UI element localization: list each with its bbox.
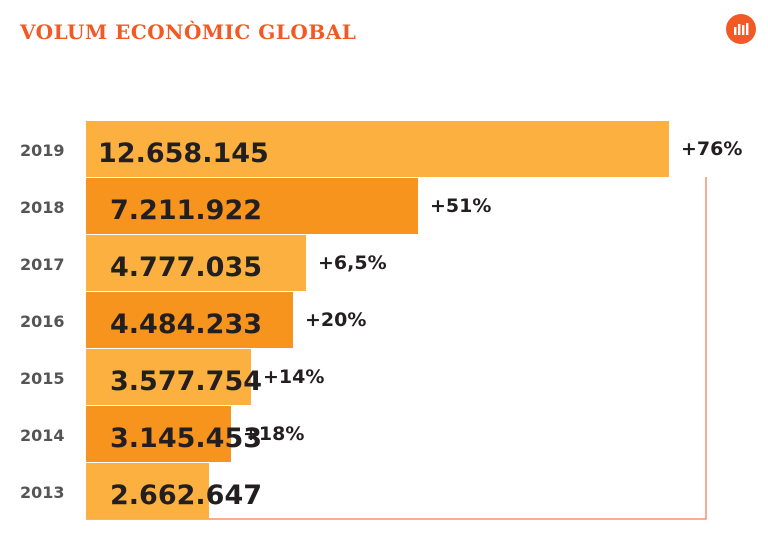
year-label: 2013: [20, 483, 65, 502]
chart-frame: [86, 177, 707, 520]
growth-label: +6,5%: [318, 252, 387, 274]
year-label: 2017: [20, 255, 65, 274]
year-label: 2018: [20, 198, 65, 217]
growth-label: +14%: [263, 366, 324, 388]
chart-title: VOLUM ECONÒMIC GLOBAL: [20, 20, 357, 44]
year-label: 2019: [20, 141, 65, 160]
bar-2015: [86, 349, 251, 405]
value-label: 3.145.453: [110, 423, 262, 454]
value-label: 2.662.647: [110, 480, 262, 511]
year-label: 2015: [20, 369, 65, 388]
growth-label: +18%: [243, 423, 304, 445]
growth-label: +51%: [430, 195, 491, 217]
growth-label: +20%: [305, 309, 366, 331]
value-label: 12.658.145: [98, 138, 269, 169]
value-label: 4.484.233: [110, 309, 262, 340]
growth-label: +76%: [681, 138, 742, 160]
bar-2017: [86, 235, 306, 291]
bar-2016: [86, 292, 293, 348]
value-label: 4.777.035: [110, 252, 262, 283]
value-label: 3.577.754: [110, 366, 262, 397]
bar-2014: [86, 406, 231, 462]
bars-logo-icon: [726, 14, 756, 44]
year-label: 2016: [20, 312, 65, 331]
bar-2013: [86, 463, 209, 519]
value-label: 7.211.922: [110, 195, 262, 226]
year-label: 2014: [20, 426, 65, 445]
bar-2018: [86, 178, 418, 234]
bar-2019: [86, 121, 669, 177]
